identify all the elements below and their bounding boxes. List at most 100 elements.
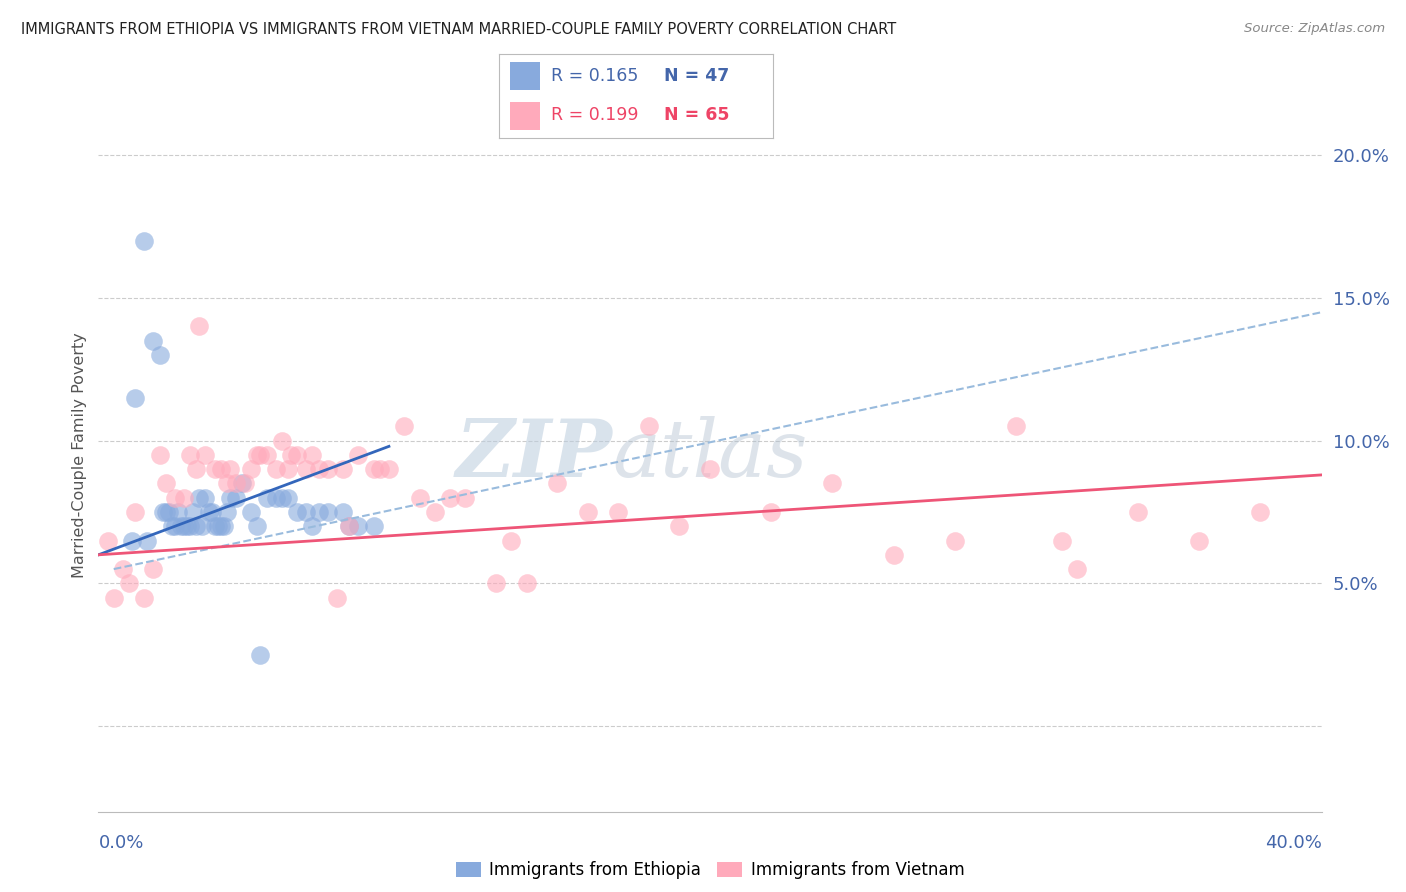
Point xyxy=(295,505,318,519)
Point xyxy=(163,491,186,505)
Point xyxy=(170,519,193,533)
Point xyxy=(204,462,226,476)
Point xyxy=(280,448,302,462)
Point xyxy=(256,491,278,505)
Point xyxy=(332,505,354,519)
Text: R = 0.199: R = 0.199 xyxy=(551,106,638,124)
Point xyxy=(134,591,156,605)
Point xyxy=(454,491,477,505)
Point xyxy=(194,491,217,505)
Point xyxy=(215,505,238,519)
Point xyxy=(332,462,354,476)
Bar xyxy=(510,102,540,130)
Point xyxy=(392,419,416,434)
Point xyxy=(285,448,308,462)
Point xyxy=(103,591,125,605)
Point xyxy=(197,505,219,519)
Point xyxy=(363,462,385,476)
Point xyxy=(124,505,146,519)
Point xyxy=(134,234,156,248)
Text: Source: ZipAtlas.com: Source: ZipAtlas.com xyxy=(1244,22,1385,36)
Text: 40.0%: 40.0% xyxy=(1265,834,1322,852)
Point xyxy=(249,648,271,662)
Point xyxy=(347,519,370,533)
Point xyxy=(301,519,323,533)
Y-axis label: Married-Couple Family Poverty: Married-Couple Family Poverty xyxy=(72,332,87,578)
Text: R = 0.165: R = 0.165 xyxy=(551,68,638,86)
Point xyxy=(316,505,339,519)
Point xyxy=(97,533,120,548)
Point xyxy=(136,533,159,548)
Text: 0.0%: 0.0% xyxy=(98,834,143,852)
Point xyxy=(155,476,177,491)
Point xyxy=(121,533,143,548)
Point xyxy=(301,448,323,462)
Point xyxy=(249,448,271,462)
Point xyxy=(308,505,330,519)
Point xyxy=(1128,505,1150,519)
Point xyxy=(167,505,190,519)
Point xyxy=(142,334,165,348)
Point xyxy=(1066,562,1088,576)
Point xyxy=(316,462,339,476)
Point xyxy=(277,462,299,476)
Point xyxy=(157,505,180,519)
Point xyxy=(699,462,721,476)
Point xyxy=(439,491,461,505)
Point xyxy=(204,519,226,533)
Point xyxy=(256,448,278,462)
Point xyxy=(149,348,172,362)
Text: IMMIGRANTS FROM ETHIOPIA VS IMMIGRANTS FROM VIETNAM MARRIED-COUPLE FAMILY POVERT: IMMIGRANTS FROM ETHIOPIA VS IMMIGRANTS F… xyxy=(21,22,897,37)
Point xyxy=(501,533,523,548)
Point xyxy=(270,491,294,505)
Point xyxy=(152,505,174,519)
Point xyxy=(215,476,238,491)
Point xyxy=(637,419,661,434)
Point xyxy=(240,462,263,476)
Point xyxy=(378,462,401,476)
Point xyxy=(326,591,349,605)
Point xyxy=(668,519,690,533)
Point xyxy=(181,505,204,519)
Point xyxy=(270,434,294,448)
Point xyxy=(194,448,217,462)
Point xyxy=(246,448,269,462)
Point xyxy=(219,462,242,476)
Bar xyxy=(510,62,540,90)
Point xyxy=(124,391,146,405)
Point xyxy=(173,491,195,505)
Legend: Immigrants from Ethiopia, Immigrants from Vietnam: Immigrants from Ethiopia, Immigrants fro… xyxy=(449,855,972,886)
Point xyxy=(160,519,183,533)
Point xyxy=(761,505,783,519)
Point xyxy=(363,519,385,533)
Point xyxy=(1250,505,1272,519)
Point xyxy=(186,519,208,533)
Point xyxy=(337,519,360,533)
Point xyxy=(207,519,229,533)
Point xyxy=(408,491,430,505)
Point xyxy=(231,476,253,491)
Point xyxy=(308,462,330,476)
Point xyxy=(1050,533,1073,548)
Point xyxy=(179,448,201,462)
Point xyxy=(233,476,256,491)
Point xyxy=(225,476,247,491)
Point xyxy=(188,319,211,334)
Point xyxy=(149,448,172,462)
Point xyxy=(176,519,198,533)
Point xyxy=(264,491,287,505)
Point xyxy=(607,505,630,519)
Point xyxy=(209,519,232,533)
Point xyxy=(118,576,141,591)
Text: atlas: atlas xyxy=(612,417,807,493)
Point xyxy=(368,462,391,476)
Point xyxy=(191,519,214,533)
Point xyxy=(546,476,568,491)
Point xyxy=(295,462,318,476)
Point xyxy=(264,462,287,476)
Point xyxy=(285,505,308,519)
Point xyxy=(111,562,134,576)
Point xyxy=(186,462,208,476)
Point xyxy=(219,491,242,505)
Point xyxy=(225,491,247,505)
